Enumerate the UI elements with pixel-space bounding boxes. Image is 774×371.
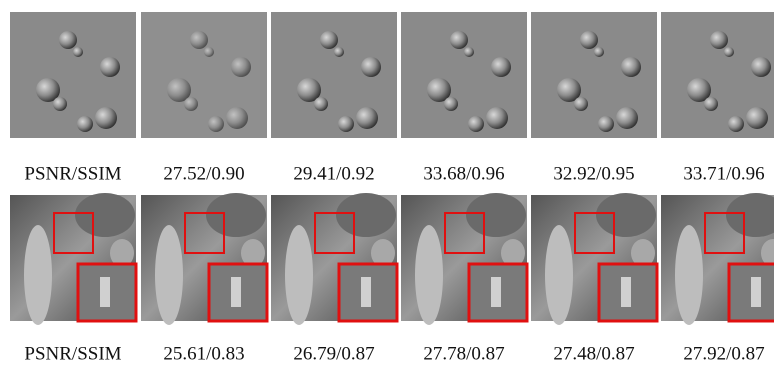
cell xyxy=(704,97,718,111)
pepper xyxy=(596,193,656,237)
cell xyxy=(361,57,381,77)
cell xyxy=(746,107,768,129)
cell xyxy=(486,107,508,129)
cell xyxy=(208,116,224,132)
image xyxy=(531,12,657,138)
pepper xyxy=(415,225,443,325)
metric-label: PSNR/SSIM xyxy=(24,343,121,364)
cell xyxy=(468,116,484,132)
cell xyxy=(710,31,728,49)
cell xyxy=(59,31,77,49)
inset-detail xyxy=(621,277,631,307)
pepper xyxy=(545,225,573,325)
cell xyxy=(95,107,117,129)
cell xyxy=(338,116,354,132)
image-grid xyxy=(10,12,774,325)
cell xyxy=(728,116,744,132)
inset-detail xyxy=(100,277,110,307)
cell xyxy=(231,57,251,77)
cell xyxy=(73,47,83,57)
cell xyxy=(77,116,93,132)
cell xyxy=(184,97,198,111)
metric-label: 29.41/0.92 xyxy=(293,163,374,184)
metric-label: 33.71/0.96 xyxy=(683,163,764,184)
cell xyxy=(751,57,771,77)
pepper xyxy=(75,193,135,237)
cell xyxy=(724,47,734,57)
image xyxy=(271,12,397,138)
cell xyxy=(598,116,614,132)
cell xyxy=(334,47,344,57)
cell xyxy=(226,107,248,129)
inset-detail xyxy=(491,277,501,307)
metric-label: 27.78/0.87 xyxy=(423,343,504,364)
cell xyxy=(53,97,67,111)
pepper xyxy=(675,225,703,325)
figure: PSNR/SSIM 27.52/0.90 29.41/0.92 33.68/0.96 3… xyxy=(0,0,774,366)
pepper xyxy=(206,193,266,237)
cell xyxy=(356,107,378,129)
metric-label: 27.48/0.87 xyxy=(553,343,634,364)
cell xyxy=(444,97,458,111)
pepper xyxy=(155,225,183,325)
pepper xyxy=(336,193,396,237)
cell xyxy=(314,97,328,111)
inset-detail xyxy=(751,277,761,307)
inset-detail xyxy=(361,277,371,307)
cell xyxy=(464,47,474,57)
cell xyxy=(190,31,208,49)
metric-label: 27.92/0.87 xyxy=(683,343,764,364)
image xyxy=(10,12,136,138)
metric-label: 32.92/0.95 xyxy=(553,163,634,184)
metric-label: 25.61/0.83 xyxy=(163,343,244,364)
metric-label: 33.68/0.96 xyxy=(423,163,504,184)
cell xyxy=(621,57,641,77)
cell xyxy=(491,57,511,77)
metric-label: 27.52/0.90 xyxy=(163,163,244,184)
inset-detail xyxy=(231,277,241,307)
cell xyxy=(594,47,604,57)
cell xyxy=(450,31,468,49)
metric-label: PSNR/SSIM xyxy=(24,163,121,184)
cell xyxy=(616,107,638,129)
image xyxy=(141,12,267,138)
cell xyxy=(100,57,120,77)
cell xyxy=(574,97,588,111)
pepper xyxy=(285,225,313,325)
cell xyxy=(320,31,338,49)
cell xyxy=(204,47,214,57)
image xyxy=(401,12,527,138)
pepper xyxy=(466,193,526,237)
cell xyxy=(580,31,598,49)
metric-label: 26.79/0.87 xyxy=(293,343,374,364)
pepper xyxy=(24,225,52,325)
